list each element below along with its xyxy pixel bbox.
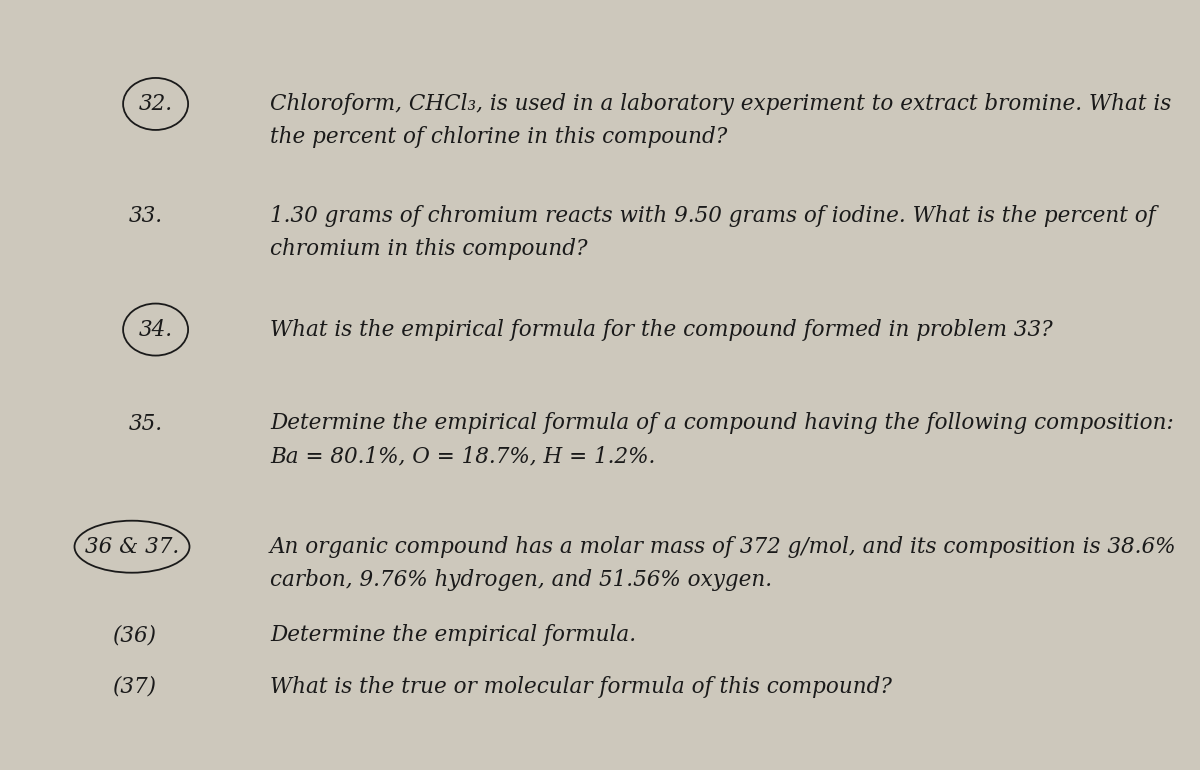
Text: What is the true or molecular formula of this compound?: What is the true or molecular formula of… bbox=[270, 676, 892, 698]
Text: (36): (36) bbox=[112, 624, 156, 646]
Text: Determine the empirical formula of a compound having the following composition:: Determine the empirical formula of a com… bbox=[270, 413, 1174, 434]
Text: Determine the empirical formula.: Determine the empirical formula. bbox=[270, 624, 636, 646]
Text: 1.30 grams of chromium reacts with 9.50 grams of iodine. What is the percent of: 1.30 grams of chromium reacts with 9.50 … bbox=[270, 205, 1156, 226]
Text: 36 & 37.: 36 & 37. bbox=[85, 536, 179, 557]
Text: (37): (37) bbox=[112, 676, 156, 698]
Text: 34.: 34. bbox=[138, 319, 173, 340]
Text: Ba = 80.1%, O = 18.7%, H = 1.2%.: Ba = 80.1%, O = 18.7%, H = 1.2%. bbox=[270, 446, 655, 467]
Text: the percent of chlorine in this compound?: the percent of chlorine in this compound… bbox=[270, 126, 727, 148]
Text: carbon, 9.76% hydrogen, and 51.56% oxygen.: carbon, 9.76% hydrogen, and 51.56% oxyge… bbox=[270, 569, 772, 591]
Text: 32.: 32. bbox=[138, 93, 173, 115]
Text: An organic compound has a molar mass of 372 g/mol, and its composition is 38.6%: An organic compound has a molar mass of … bbox=[270, 536, 1176, 557]
Text: 33.: 33. bbox=[128, 205, 162, 226]
Text: 35.: 35. bbox=[128, 413, 162, 434]
Text: Chloroform, CHCl₃, is used in a laboratory experiment to extract bromine. What i: Chloroform, CHCl₃, is used in a laborato… bbox=[270, 93, 1171, 115]
Text: What is the empirical formula for the compound formed in problem 33?: What is the empirical formula for the co… bbox=[270, 319, 1052, 340]
Text: chromium in this compound?: chromium in this compound? bbox=[270, 238, 588, 259]
